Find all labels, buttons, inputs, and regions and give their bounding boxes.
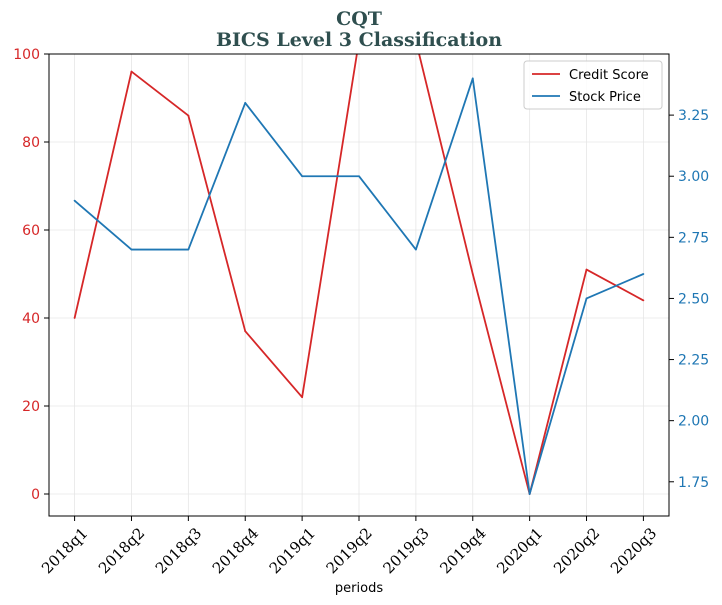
chart-title: CQT [336,8,382,30]
data-point [301,175,304,178]
left-tick-label: 40 [22,311,40,327]
left-y-axis: 0 20 40 60 80 100 [13,47,49,503]
x-tick-label: 2020q2 [550,524,603,577]
right-tick-label: 2.00 [678,414,709,430]
data-point [414,248,417,251]
right-tick-label: 2.50 [678,291,709,307]
x-tick-label: 2019q2 [323,524,376,577]
data-point [471,273,474,275]
left-tick-label: 0 [31,487,40,503]
legend-box [523,60,663,110]
data-point [244,330,247,333]
x-tick-label: 2018q2 [95,524,148,577]
left-tick-label: 60 [22,223,40,239]
data-point [642,273,645,275]
data-point [244,101,247,104]
right-tick-label: 2.25 [678,353,709,369]
legend-label: Credit Score [569,68,649,83]
left-tick-label: 80 [22,135,40,151]
data-point [130,70,133,73]
data-point [301,396,304,399]
data-point [73,199,76,202]
right-tick-label: 1.75 [678,475,709,491]
x-tick-label: 2020q3 [607,524,660,577]
legend-label: Stock Price [569,90,641,105]
data-point [585,268,588,271]
data-point [130,248,133,251]
right-y-axis: 1.75 2.00 2.25 2.50 2.75 3.00 3.25 [669,108,709,491]
grid [49,53,669,516]
series-layer [73,54,645,495]
data-point [471,77,474,80]
left-tick-label: 20 [22,399,40,415]
data-point [187,248,190,251]
data-point [585,297,588,300]
data-point [358,175,360,178]
data-point [73,317,76,319]
x-tick-label: 2018q1 [38,524,91,577]
series-line-credit-score [73,54,644,495]
right-tick-label: 3.00 [678,169,709,185]
right-tick-label: 2.75 [678,230,709,246]
legend: Credit Score Stock Price [523,60,663,110]
data-point [187,114,190,117]
chart-subtitle: BICS Level 3 Classification [216,29,502,51]
x-tick-label: 2020q1 [493,524,546,577]
data-point [642,299,645,302]
x-axis-label: periods [335,581,383,596]
x-axis: 2018q1 2018q2 2018q3 2018q4 2019q1 2019q2 2019… [38,516,660,577]
x-tick-label: 2019q1 [266,524,319,577]
data-point [528,493,531,495]
x-tick-label: 2018q4 [209,524,262,577]
x-tick-label: 2018q3 [152,524,205,577]
right-tick-label: 3.25 [678,108,709,124]
left-tick-label: 100 [13,47,40,63]
x-tick-label: 2019q3 [379,524,432,577]
x-tick-label: 2019q4 [436,524,489,577]
